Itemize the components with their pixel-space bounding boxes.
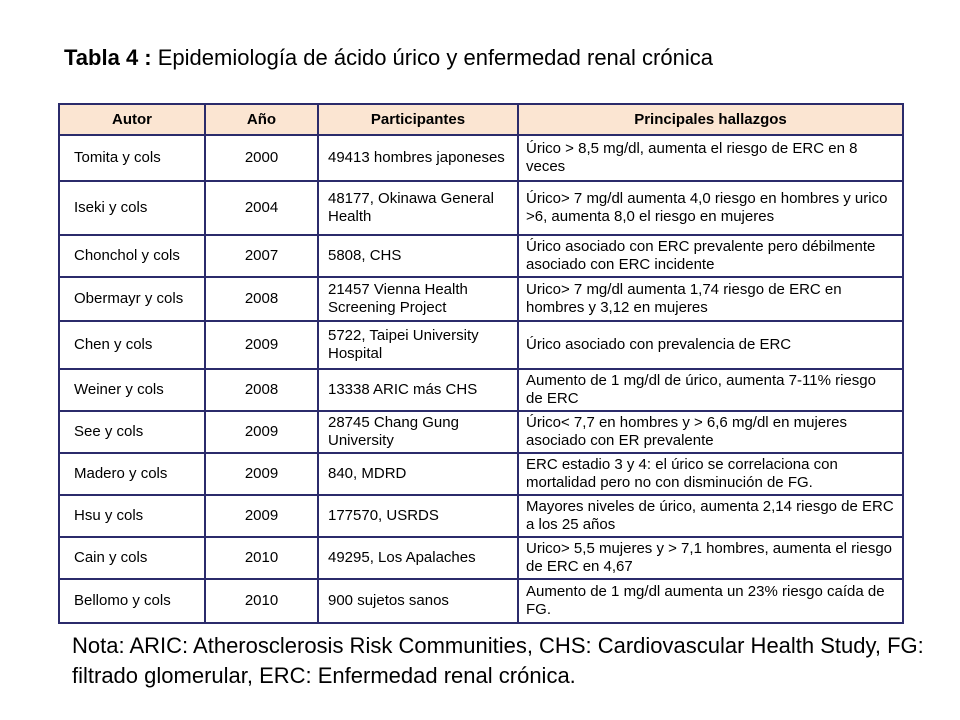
findings-cell: Úrico > 8,5 mg/dl, aumenta el riesgo de … bbox=[517, 134, 904, 182]
author-cell: Iseki y cols bbox=[58, 180, 206, 236]
author-cell: Chonchol y cols bbox=[58, 234, 206, 278]
page-title-label: Tabla 4 : bbox=[64, 45, 152, 70]
year-cell: 2000 bbox=[204, 134, 319, 182]
participants-cell: 177570, USRDS bbox=[317, 494, 519, 538]
findings-cell: Urico> 7 mg/dl aumenta 1,74 riesgo de ER… bbox=[517, 276, 904, 322]
header-findings: Principales hallazgos bbox=[517, 103, 904, 136]
table-row: Weiner y cols 2008 13338 ARIC más CHS Au… bbox=[58, 368, 904, 412]
participants-cell: 49295, Los Apalaches bbox=[317, 536, 519, 580]
table-header-row: Autor Año Participantes Principales hall… bbox=[58, 103, 904, 136]
participants-cell: 48177, Okinawa General Health bbox=[317, 180, 519, 236]
findings-cell: Úrico asociado con prevalencia de ERC bbox=[517, 320, 904, 370]
year-cell: 2010 bbox=[204, 578, 319, 624]
author-cell: Weiner y cols bbox=[58, 368, 206, 412]
participants-cell: 900 sujetos sanos bbox=[317, 578, 519, 624]
page-title: Tabla 4 : Epidemiología de ácido úrico y… bbox=[64, 45, 713, 71]
findings-cell: Aumento de 1 mg/dl aumenta un 23% riesgo… bbox=[517, 578, 904, 624]
author-cell: Hsu y cols bbox=[58, 494, 206, 538]
table-row: Iseki y cols 2004 48177, Okinawa General… bbox=[58, 180, 904, 236]
year-cell: 2009 bbox=[204, 494, 319, 538]
year-cell: 2008 bbox=[204, 276, 319, 322]
year-cell: 2009 bbox=[204, 452, 319, 496]
year-cell: 2008 bbox=[204, 368, 319, 412]
header-participants: Participantes bbox=[317, 103, 519, 136]
participants-cell: 840, MDRD bbox=[317, 452, 519, 496]
table-row: Bellomo y cols 2010 900 sujetos sanos Au… bbox=[58, 578, 904, 624]
participants-cell: 28745 Chang Gung University bbox=[317, 410, 519, 454]
year-cell: 2004 bbox=[204, 180, 319, 236]
header-year: Año bbox=[204, 103, 319, 136]
findings-cell: Mayores niveles de úrico, aumenta 2,14 r… bbox=[517, 494, 904, 538]
table-row: Cain y cols 2010 49295, Los Apalaches Ur… bbox=[58, 536, 904, 580]
table-row: Chen y cols 2009 5722, Taipei University… bbox=[58, 320, 904, 370]
participants-cell: 5722, Taipei University Hospital bbox=[317, 320, 519, 370]
table-row: Obermayr y cols 2008 21457 Vienna Health… bbox=[58, 276, 904, 322]
table-row: Tomita y cols 2000 49413 hombres japones… bbox=[58, 134, 904, 182]
findings-cell: Úrico> 7 mg/dl aumenta 4,0 riesgo en hom… bbox=[517, 180, 904, 236]
findings-cell: Aumento de 1 mg/dl de úrico, aumenta 7-1… bbox=[517, 368, 904, 412]
author-cell: Chen y cols bbox=[58, 320, 206, 370]
author-cell: Bellomo y cols bbox=[58, 578, 206, 624]
page-title-text: Epidemiología de ácido úrico y enfermeda… bbox=[151, 45, 713, 70]
author-cell: Obermayr y cols bbox=[58, 276, 206, 322]
table-row: Madero y cols 2009 840, MDRD ERC estadio… bbox=[58, 452, 904, 496]
table-row: Hsu y cols 2009 177570, USRDS Mayores ni… bbox=[58, 494, 904, 538]
participants-cell: 13338 ARIC más CHS bbox=[317, 368, 519, 412]
findings-cell: Úrico< 7,7 en hombres y > 6,6 mg/dl en m… bbox=[517, 410, 904, 454]
studies-table: Autor Año Participantes Principales hall… bbox=[58, 103, 904, 624]
year-cell: 2009 bbox=[204, 410, 319, 454]
findings-cell: ERC estadio 3 y 4: el úrico se correlaci… bbox=[517, 452, 904, 496]
table-row: See y cols 2009 28745 Chang Gung Univers… bbox=[58, 410, 904, 454]
participants-cell: 21457 Vienna Health Screening Project bbox=[317, 276, 519, 322]
author-cell: Madero y cols bbox=[58, 452, 206, 496]
findings-cell: Úrico asociado con ERC prevalente pero d… bbox=[517, 234, 904, 278]
findings-cell: Urico> 5,5 mujeres y > 7,1 hombres, aume… bbox=[517, 536, 904, 580]
year-cell: 2009 bbox=[204, 320, 319, 370]
participants-cell: 5808, CHS bbox=[317, 234, 519, 278]
author-cell: Tomita y cols bbox=[58, 134, 206, 182]
author-cell: See y cols bbox=[58, 410, 206, 454]
header-author: Autor bbox=[58, 103, 206, 136]
year-cell: 2010 bbox=[204, 536, 319, 580]
year-cell: 2007 bbox=[204, 234, 319, 278]
table-row: Chonchol y cols 2007 5808, CHS Úrico aso… bbox=[58, 234, 904, 278]
author-cell: Cain y cols bbox=[58, 536, 206, 580]
participants-cell: 49413 hombres japoneses bbox=[317, 134, 519, 182]
footnote: Nota: ARIC: Atherosclerosis Risk Communi… bbox=[72, 633, 924, 688]
